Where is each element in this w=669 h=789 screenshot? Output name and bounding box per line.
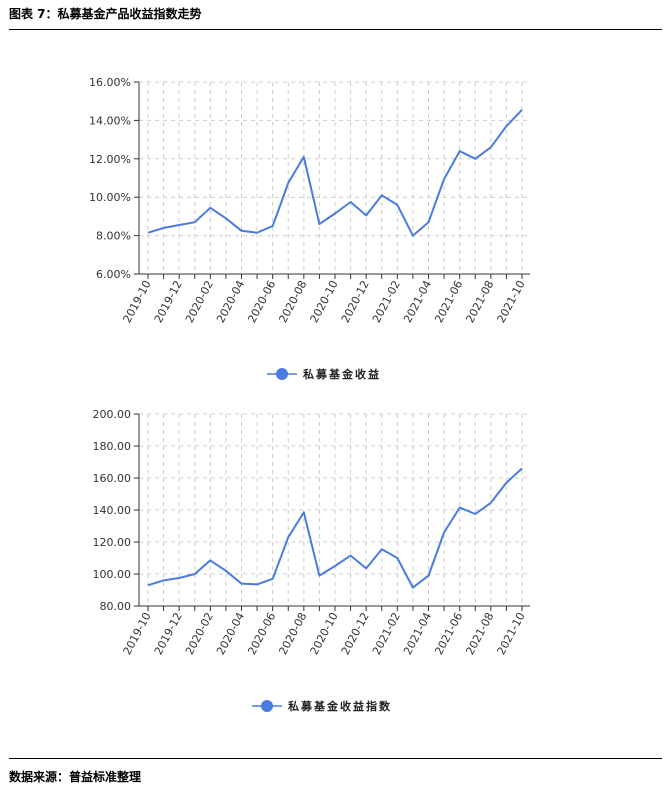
x-tick-label: 2020-12 [339, 278, 372, 325]
chart-1: 6.00% 8.00% 10.00% 12.00% 14.00% 16.00% 2019-1… [89, 76, 530, 381]
y-tick-label: 12.00% [89, 153, 131, 166]
y-tick-label: 140.00 [93, 504, 132, 517]
x-tick-label: 2019-10 [121, 278, 154, 325]
series-line [147, 109, 523, 237]
y-tick-label: 10.00% [89, 191, 131, 204]
y-tick-label: 160.00 [93, 472, 132, 485]
bottom-rule [9, 758, 662, 759]
x-tick-label: 2021-08 [463, 610, 496, 657]
x-tick-label: 2020-12 [339, 610, 372, 657]
x-tick-label: 2020-02 [183, 610, 216, 657]
y-tick-label: 14.00% [89, 114, 131, 127]
top-rule [9, 29, 662, 30]
x-tick-label: 2021-04 [401, 610, 434, 657]
x-tick-label: 2021-08 [463, 278, 496, 325]
x-tick-label: 2021-10 [495, 610, 528, 657]
legend-label: 私募基金收益 [303, 367, 381, 381]
x-tick-label: 2019-12 [152, 278, 185, 325]
source-note: 数据来源：普益标准整理 [9, 770, 142, 784]
x-tick-label: 2021-02 [370, 610, 403, 657]
x-tick-label: 2020-08 [276, 610, 309, 657]
x-tick-label: 2020-10 [308, 610, 341, 657]
x-tick-label: 2020-06 [245, 610, 278, 657]
x-tick-label: 2020-04 [214, 610, 247, 657]
x-tick-label: 2020-04 [214, 278, 247, 325]
y-tick-label: 6.00% [96, 268, 131, 281]
x-tick-label: 2019-10 [121, 610, 154, 657]
x-tick-label: 2020-08 [276, 278, 309, 325]
x-tick-label: 2021-06 [432, 610, 465, 657]
x-tick-label: 2020-02 [183, 278, 216, 325]
y-tick-label: 100.00 [93, 568, 132, 581]
y-tick-label: 8.00% [96, 230, 131, 243]
x-tick-label: 2021-04 [401, 278, 434, 325]
y-tick-label: 120.00 [93, 536, 132, 549]
legend-marker-icon [276, 368, 288, 380]
y-tick-label: 200.00 [93, 408, 132, 421]
legend[interactable]: 私募基金收益 [267, 367, 381, 381]
y-tick-label: 80.00 [100, 600, 132, 613]
x-tick-label: 2021-10 [495, 278, 528, 325]
y-tick-label: 16.00% [89, 76, 131, 89]
chart-2: 80.00 100.00 120.00 140.00 160.00 180.00 200.0… [93, 408, 530, 713]
x-tick-label: 2021-02 [370, 278, 403, 325]
x-tick-label: 2020-10 [308, 278, 341, 325]
legend[interactable]: 私募基金收益指数 [252, 699, 392, 713]
series-line [147, 467, 523, 589]
legend-marker-icon [261, 700, 273, 712]
legend-label: 私募基金收益指数 [288, 699, 392, 713]
x-tick-label: 2021-06 [432, 278, 465, 325]
y-tick-label: 180.00 [93, 440, 132, 453]
x-tick-label: 2019-12 [152, 610, 185, 657]
x-tick-label: 2020-06 [245, 278, 278, 325]
figure-title: 图表 7：私募基金产品收益指数走势 [9, 7, 202, 21]
